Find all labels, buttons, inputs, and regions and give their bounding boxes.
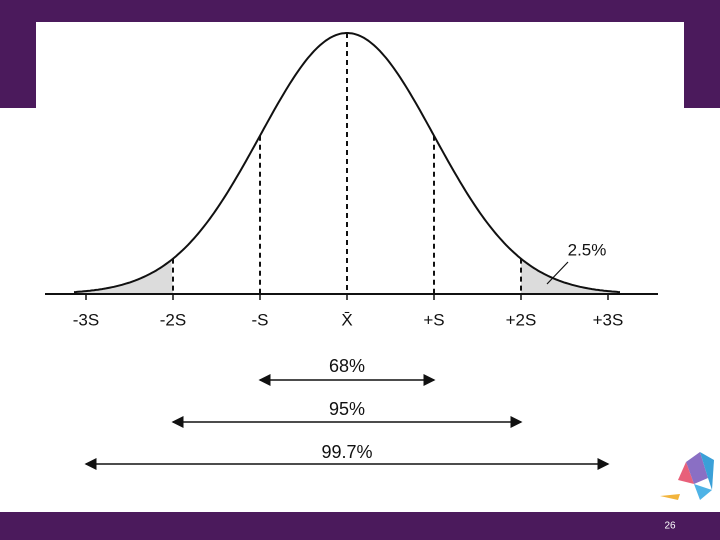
axis-label: -2S [160,310,186,329]
range-label: 99.7% [321,442,372,462]
left-block [0,0,36,108]
logo-shape [700,452,714,490]
right-block [684,0,720,108]
normal-curve-diagram: -3S -2S -S X̄ +S +2S +3S 2.5% 68% 95% 99.7% [45,32,658,470]
tail-shade [521,258,617,294]
bottom-band [0,512,720,540]
axis-label: +3S [593,310,624,329]
axis-label: -S [252,310,269,329]
range-label: 68% [329,356,365,376]
axis-label: +2S [506,310,537,329]
axis-label: X̄ [341,310,352,329]
range-label: 95% [329,399,365,419]
axis-label: +S [423,310,444,329]
logo-shape [660,494,680,500]
tail-shade [77,260,173,294]
logo [660,452,714,500]
leader-line [546,261,569,285]
logo-shape [678,462,694,484]
logo-shape [694,484,712,500]
top-band [0,0,720,22]
page-number: 26 [664,521,676,532]
tail-label: 2.5% [568,240,607,259]
logo-shape [686,452,708,484]
axis-label: -3S [73,310,99,329]
